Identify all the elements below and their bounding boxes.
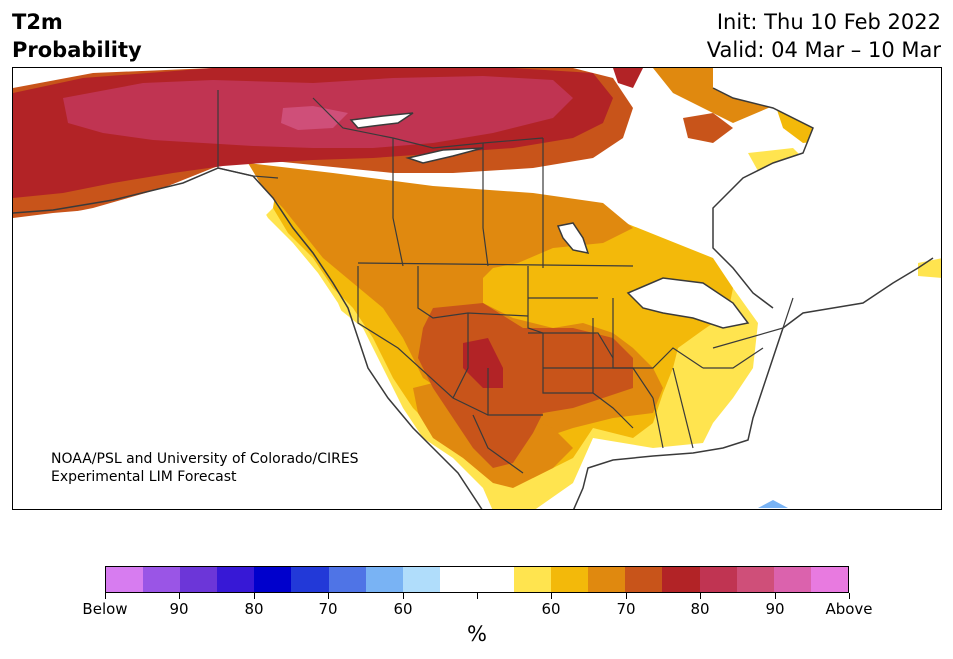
colorbar-tick-label: 90 (765, 600, 785, 618)
lake-winnipeg (558, 223, 588, 253)
valid-date: Valid: 04 Mar – 10 Mar (706, 38, 941, 62)
colorbar-tick-label: 70 (616, 600, 636, 618)
colorbar-segment (402, 567, 440, 592)
band-99 (281, 106, 348, 130)
init-date: Init: Thu 10 Feb 2022 (716, 10, 941, 34)
colorbar-segment (773, 567, 811, 592)
colorbar-unit: % (467, 622, 487, 646)
colorbar-segment (217, 567, 255, 592)
colorbar-segment (254, 567, 292, 592)
colorbar-segment (365, 567, 403, 592)
colorbar-segment (699, 567, 737, 592)
colorbar-segment (476, 567, 515, 592)
colorbar-segment (328, 567, 366, 592)
colorbar-tick (179, 593, 180, 599)
colorbar-segment (662, 567, 700, 592)
colorbar-tick-label: 70 (318, 600, 338, 618)
colorbar-segment (810, 567, 848, 592)
colorbar (105, 566, 849, 593)
colorbar-segment (625, 567, 663, 592)
colorbar-tick (775, 593, 776, 599)
colorbar-segment (180, 567, 218, 592)
colorbar-tick (105, 593, 106, 599)
map-panel: NOAA/PSL and University of Colorado/CIRE… (12, 67, 942, 510)
credit-line-2: Experimental LIM Forecast (51, 469, 237, 485)
colorbar-tick (254, 593, 255, 599)
colorbar-tick-label: Above (825, 600, 873, 618)
caribbean-blue (758, 500, 788, 508)
map-title: T2m Probability (12, 8, 142, 64)
great-slave-lake (408, 148, 483, 163)
colorbar-tick (477, 593, 478, 599)
colorbar-tick-label: 80 (690, 600, 710, 618)
title-line-2: Probability (12, 38, 142, 62)
probability-map (13, 68, 941, 509)
coastlines (13, 87, 934, 509)
colorbar-tick (403, 593, 404, 599)
colorbar-tick (328, 593, 329, 599)
band-80-90-east (683, 113, 733, 143)
colorbar-tick (700, 593, 701, 599)
colorbar-tick (626, 593, 627, 599)
colorbar-segment (736, 567, 774, 592)
colorbar-tick (849, 593, 850, 599)
colorbar-segment (514, 567, 552, 592)
colorbar-segment (143, 567, 181, 592)
forecast-dates: Init: Thu 10 Feb 2022 Valid: 04 Mar – 10… (707, 8, 941, 64)
colorbar-tick-label: Below (82, 600, 128, 618)
colorbar-segment (439, 567, 477, 592)
ocean-west (13, 178, 472, 509)
band-90-95-sw (463, 338, 503, 388)
credit: NOAA/PSL and University of Colorado/CIRE… (51, 450, 359, 486)
colorbar-tick-label: 80 (244, 600, 264, 618)
great-bear-lake (351, 113, 413, 128)
colorbar-segment (291, 567, 329, 592)
colorbar-segment (588, 567, 626, 592)
hudson-bay (713, 68, 941, 313)
credit-line-1: NOAA/PSL and University of Colorado/CIRE… (51, 451, 359, 467)
title-line-1: T2m (12, 10, 63, 34)
great-lakes (628, 278, 748, 328)
colorbar-tick (551, 593, 552, 599)
colorbar-tick-label: 90 (169, 600, 189, 618)
colorbar-segment (106, 567, 144, 592)
band-90-95-east (613, 68, 643, 88)
ocean-east (773, 284, 941, 509)
colorbar-tick-label: 60 (393, 600, 413, 618)
colorbar-segment (551, 567, 589, 592)
colorbar-tick-label: 60 (541, 600, 561, 618)
